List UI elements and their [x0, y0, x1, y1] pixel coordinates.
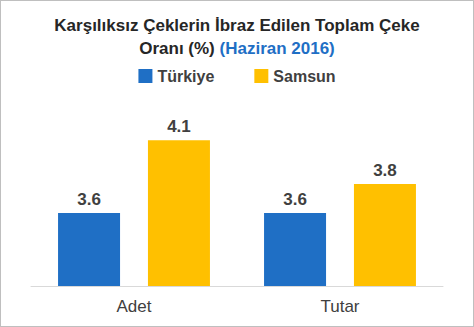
- svg-text:Karşılıksız: Karşılıksız: [54, 16, 138, 35]
- svg-text:4.1: 4.1: [167, 117, 191, 136]
- svg-text:Tutar: Tutar: [320, 297, 359, 316]
- svg-text:Edilen: Edilen: [259, 16, 310, 35]
- svg-text:İbraz: İbraz: [215, 16, 255, 35]
- svg-text:(%): (%): [188, 39, 214, 58]
- svg-text:Çeklerin: Çeklerin: [143, 16, 210, 35]
- svg-text:3.6: 3.6: [77, 190, 101, 209]
- svg-text:Toplam: Toplam: [315, 16, 374, 35]
- svg-text:Adet: Adet: [117, 297, 152, 316]
- svg-text:3.6: 3.6: [283, 190, 307, 209]
- svg-text:3.8: 3.8: [373, 161, 397, 180]
- svg-text:Oranı: Oranı: [139, 39, 183, 58]
- svg-text:2016): 2016): [291, 39, 334, 58]
- svg-text:Samsun: Samsun: [273, 68, 335, 85]
- svg-text:(Haziran: (Haziran: [220, 39, 287, 58]
- svg-text:Çeke: Çeke: [379, 16, 420, 35]
- svg-text:Türkiye: Türkiye: [157, 68, 214, 85]
